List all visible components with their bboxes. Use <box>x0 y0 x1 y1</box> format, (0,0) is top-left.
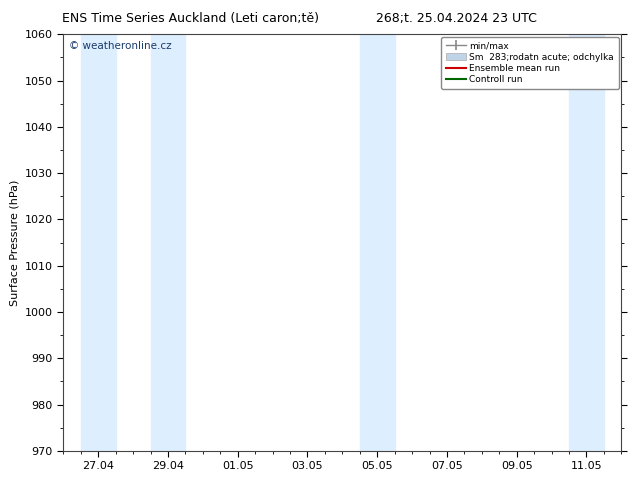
Bar <box>150 34 185 451</box>
Bar <box>359 34 394 451</box>
Bar <box>81 34 116 451</box>
Text: © weatheronline.cz: © weatheronline.cz <box>69 41 172 50</box>
Bar <box>569 34 604 451</box>
Y-axis label: Surface Pressure (hPa): Surface Pressure (hPa) <box>10 179 19 306</box>
Text: ENS Time Series Auckland (Leti caron;tě): ENS Time Series Auckland (Leti caron;tě) <box>61 12 319 25</box>
Legend: min/max, Sm  283;rodatn acute; odchylka, Ensemble mean run, Controll run: min/max, Sm 283;rodatn acute; odchylka, … <box>441 37 619 89</box>
Text: 268;t. 25.04.2024 23 UTC: 268;t. 25.04.2024 23 UTC <box>376 12 537 25</box>
